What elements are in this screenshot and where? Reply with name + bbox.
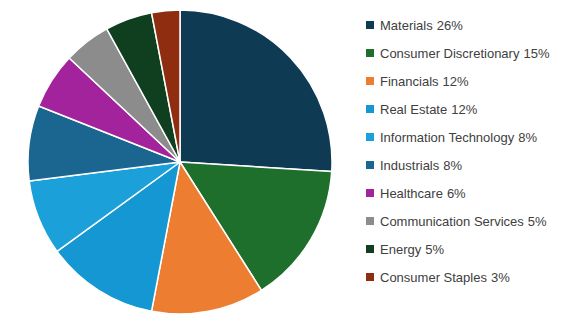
- legend-swatch: [366, 161, 374, 169]
- legend-swatch: [366, 189, 374, 197]
- legend-label: Consumer Staples 3%: [380, 270, 510, 285]
- legend-label: Energy5%: [380, 242, 444, 257]
- legend-value: 8%: [518, 130, 537, 145]
- legend-category: Consumer Staples: [380, 270, 487, 285]
- legend-category: Industrials: [380, 158, 440, 173]
- chart: Materials 26% Consumer Discretionary15% Fin…: [0, 0, 561, 328]
- legend-category: Materials: [380, 18, 433, 33]
- legend-value: 5%: [528, 214, 547, 229]
- legend-label: Communication Services 5%: [380, 214, 547, 229]
- legend-value: 26%: [437, 18, 463, 33]
- legend-label: Industrials8%: [380, 158, 462, 173]
- legend-swatch: [366, 49, 374, 57]
- legend-label: Healthcare 6%: [380, 186, 466, 201]
- legend-label: Real Estate 12%: [380, 102, 478, 117]
- legend-label: Information Technology8%: [380, 130, 537, 145]
- slice: [152, 10, 180, 162]
- legend-swatch: [366, 245, 374, 253]
- legend-value: 3%: [491, 270, 510, 285]
- legend: Materials 26% Consumer Discretionary15% Fin…: [366, 18, 550, 285]
- legend-value: 8%: [443, 158, 462, 173]
- legend-label: Materials 26%: [380, 18, 463, 33]
- legend-category: Communication Services: [380, 214, 524, 229]
- legend-swatch: [366, 217, 374, 225]
- legend-category: Consumer Discretionary: [380, 46, 520, 61]
- slice: [180, 10, 332, 172]
- pie: [28, 10, 332, 314]
- legend-category: Real Estate: [380, 102, 447, 117]
- legend-value: 6%: [447, 186, 466, 201]
- legend-value: 5%: [425, 242, 444, 257]
- legend-value: 12%: [451, 102, 477, 117]
- legend-swatch: [366, 77, 374, 85]
- legend-swatch: [366, 273, 374, 281]
- legend-swatch: [366, 133, 374, 141]
- legend-label: Consumer Discretionary15%: [380, 46, 550, 61]
- legend-value: 15%: [523, 46, 549, 61]
- legend-value: 12%: [443, 74, 469, 89]
- legend-label: Financials 12%: [380, 74, 469, 89]
- legend-category: Energy: [380, 242, 422, 257]
- legend-category: Information Technology: [380, 130, 515, 145]
- legend-swatch: [366, 21, 374, 29]
- legend-category: Healthcare: [380, 186, 443, 201]
- legend-category: Financials: [380, 74, 439, 89]
- legend-swatch: [366, 105, 374, 113]
